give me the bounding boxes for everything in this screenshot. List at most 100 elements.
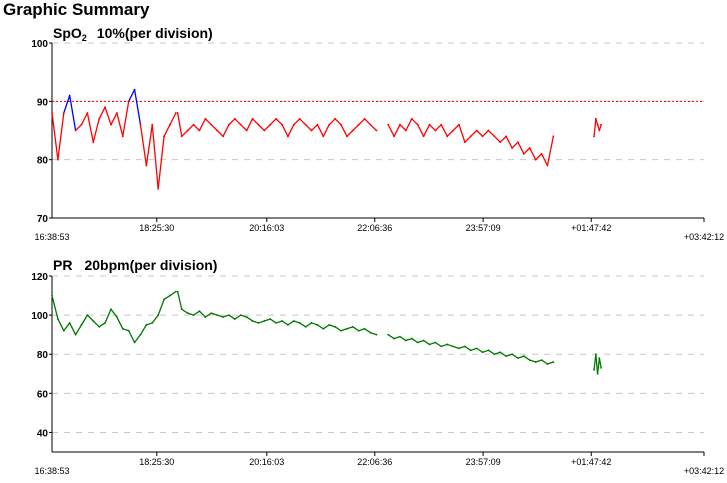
spo2-data-segment (316, 124, 324, 137)
pr-data-point (251, 320, 254, 322)
pr-data-segment (346, 326, 354, 330)
pr-xtick-label: 18:25:30 (139, 457, 174, 467)
spo2-data-segment (222, 124, 230, 137)
pr-data-segment (187, 312, 195, 316)
pr-data-point (346, 327, 348, 330)
spo2-data-segment (187, 124, 195, 132)
spo2-data-point (552, 135, 555, 138)
spo2-data-segment (499, 135, 507, 143)
spo2-data-segment (505, 135, 513, 149)
pr-ytick-label: 40 (37, 428, 49, 439)
spo2-data-segment (452, 124, 460, 132)
pr-data-segment (399, 335, 407, 342)
pr-data-point (186, 312, 189, 315)
spo2-data-segment (517, 141, 525, 155)
spo2-data-segment (176, 112, 183, 137)
spo2-data-segment (181, 129, 189, 137)
spo2-data-point (204, 117, 207, 120)
pr-data-segment (176, 290, 183, 310)
spo2-data-point (98, 117, 101, 120)
pr-data-segment (535, 359, 543, 363)
pr-data-segment (51, 294, 59, 320)
spo2-data-point (180, 135, 183, 138)
pr-data-point (511, 353, 513, 356)
pr-data-segment (192, 310, 201, 316)
pr-data-point (316, 323, 319, 326)
pr-data-segment (310, 322, 319, 326)
pr-data-point (239, 314, 242, 317)
spo2-data-point (322, 135, 325, 138)
pr-data-point (121, 327, 124, 330)
pr-data-point (92, 320, 95, 322)
spo2-data-point (499, 141, 502, 144)
pr-xtick-label: 23:57:09 (466, 457, 501, 467)
spo2-data-point (416, 123, 419, 126)
spo2-data-point (446, 135, 449, 138)
spo2-data-point (596, 123, 599, 126)
pr-data-point (517, 357, 519, 360)
pr-data-point (440, 345, 443, 348)
pr-chart-title: PR 20bpm(per division) (53, 257, 217, 273)
pr-data-segment (69, 322, 77, 336)
pr-data-segment (505, 353, 513, 357)
spo2-data-segment (411, 118, 419, 126)
spo2-data-point (410, 117, 413, 120)
pr-data-point (410, 337, 413, 340)
page-title: Graphic Summary (3, 0, 150, 19)
spo2-data-point (598, 129, 601, 132)
spo2-data-segment (216, 129, 224, 137)
pr-data-segment (228, 314, 236, 320)
spo2-data-point (192, 123, 195, 126)
pr-data-segment (452, 345, 460, 350)
pr-data-point (596, 372, 599, 375)
spo2-data-point (92, 141, 95, 144)
spo2-data-segment (529, 147, 537, 161)
spo2-data-segment (322, 124, 330, 137)
spo2-data-point (363, 117, 366, 120)
spo2-data-segment (299, 118, 307, 126)
spo2-data-segment (293, 118, 301, 126)
pr-data-point (340, 329, 342, 332)
spo2-data-segment (487, 129, 496, 137)
spo2-data-point (287, 135, 289, 138)
pr-data-point (458, 347, 460, 350)
pr-data-segment (352, 326, 360, 332)
pr-data-segment (322, 324, 330, 330)
pr-data-segment (598, 357, 602, 369)
pr-data-segment (181, 308, 189, 314)
spo2-data-point (151, 123, 154, 126)
pr-data-segment (434, 341, 442, 348)
spo2-data-segment (535, 153, 543, 161)
spo2-data-point (176, 112, 179, 114)
pr-data-point (204, 316, 207, 318)
spo2-data-segment (57, 112, 65, 161)
spo2-data-point (346, 135, 348, 138)
spo2-data-segment (493, 135, 501, 143)
spo2-xtick-label: 23:57:09 (466, 223, 501, 233)
spo2-data-segment (458, 124, 466, 143)
spo2-data-point (133, 88, 136, 91)
pr-data-segment (98, 322, 106, 328)
pr-data-segment (122, 328, 130, 332)
pr-data-segment (304, 322, 313, 328)
spo2-data-point (351, 129, 354, 132)
spo2-data-point (517, 141, 519, 144)
pr-data-segment (169, 290, 177, 297)
pr-data-point (275, 322, 278, 324)
pr-data-point (493, 353, 496, 356)
pr-data-segment (523, 355, 531, 361)
pr-data-segment (145, 322, 153, 326)
pr-xtick-label: 22:06:36 (357, 457, 392, 467)
pr-data-segment (80, 314, 89, 326)
pr-data-point (287, 323, 289, 326)
pr-data-point (322, 327, 325, 330)
pr-data-point (475, 347, 478, 350)
spo2-data-segment (116, 112, 124, 137)
spo2-data-segment (139, 124, 148, 167)
spo2-data-segment (287, 124, 295, 137)
spo2-data-segment (92, 118, 100, 143)
spo2-data-segment (133, 89, 142, 126)
spo2-data-point (210, 123, 213, 126)
spo2-data-segment (340, 124, 348, 137)
